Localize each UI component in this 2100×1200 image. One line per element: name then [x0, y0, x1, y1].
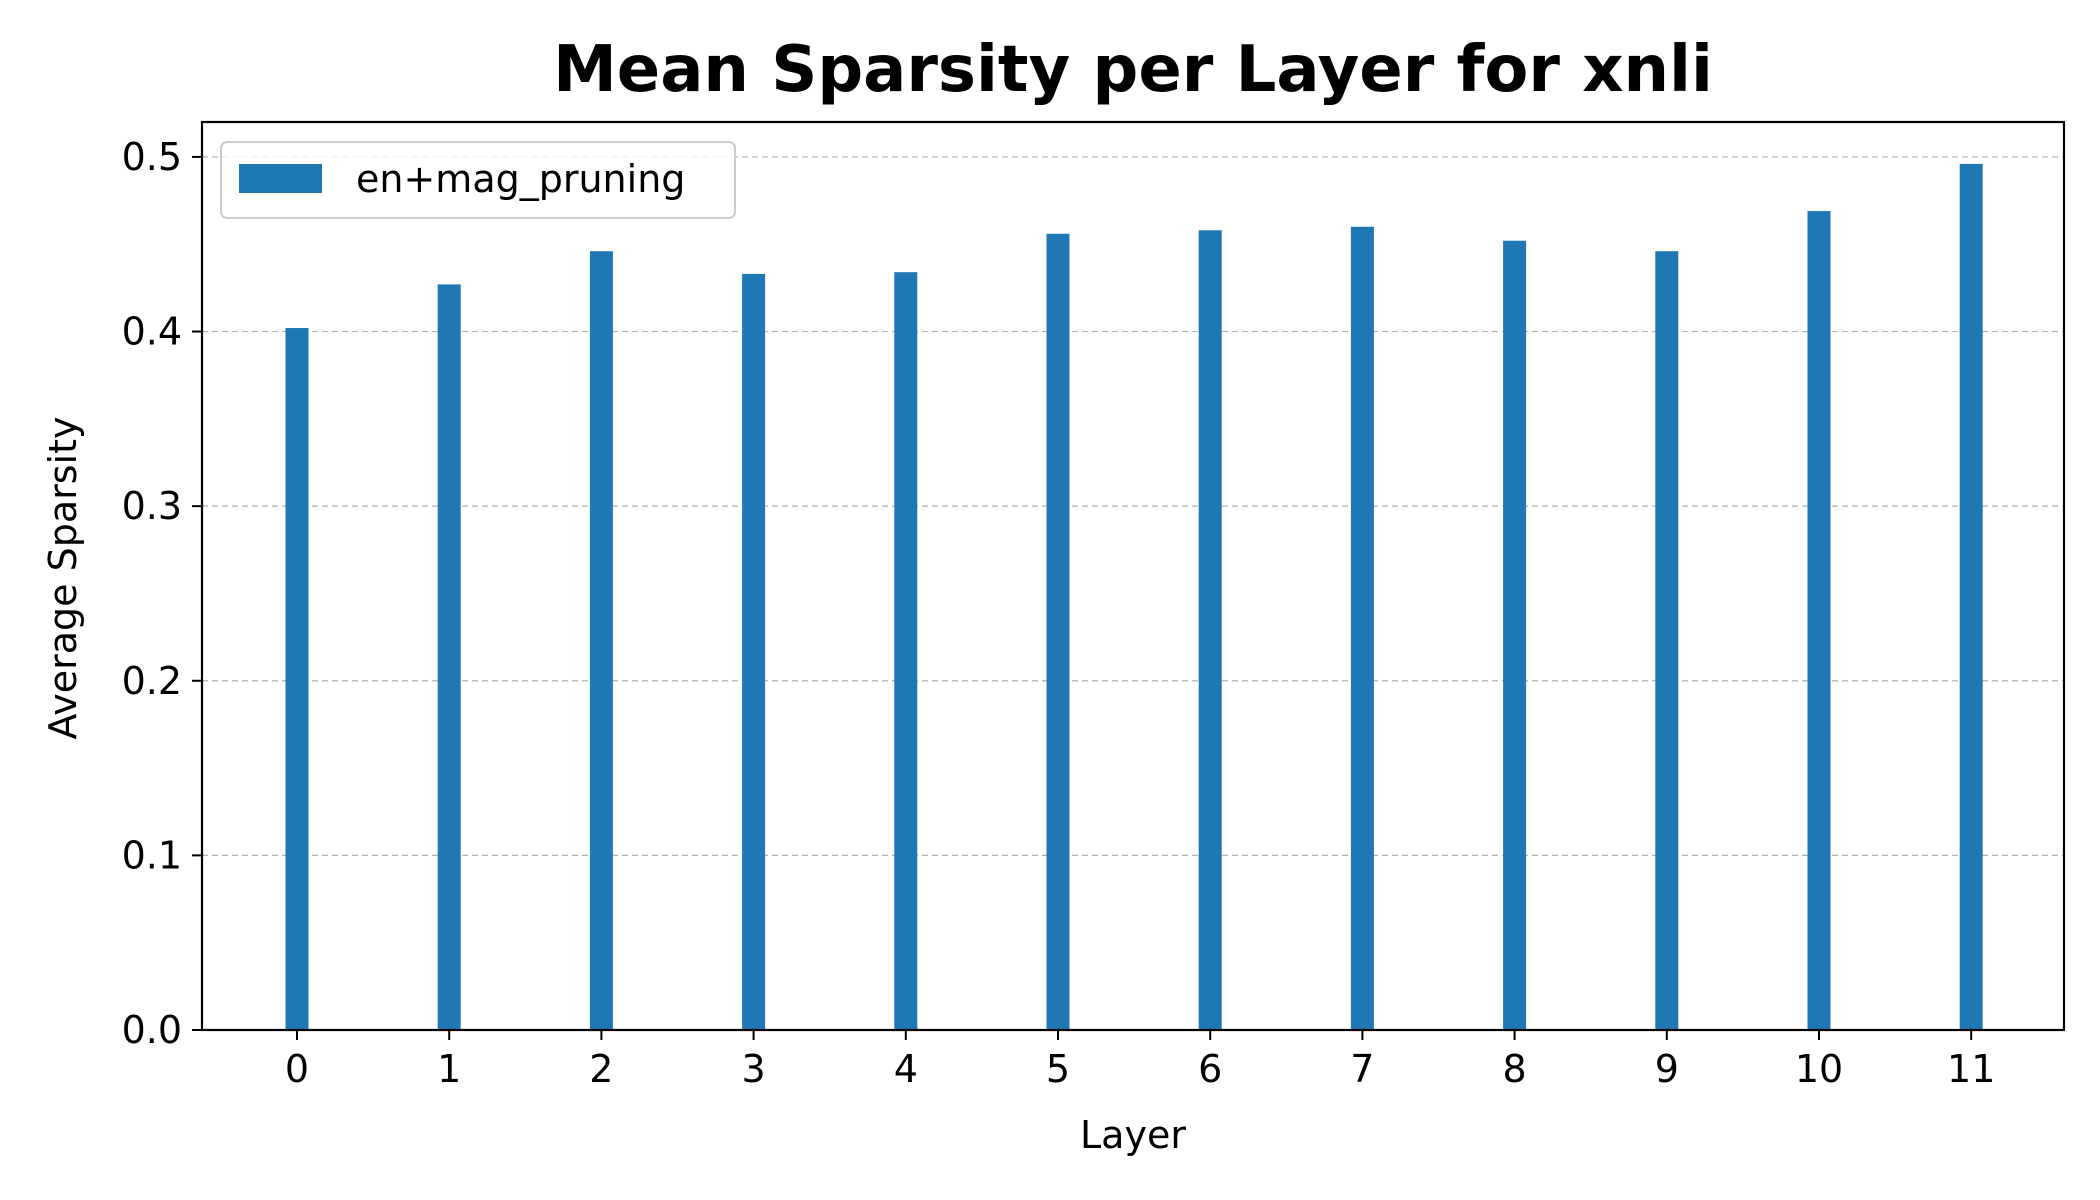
bars: [285, 163, 1983, 1031]
legend-box: [220, 141, 736, 219]
bar: [1503, 240, 1527, 1030]
bar: [1046, 233, 1070, 1030]
legend-swatch: [239, 164, 322, 193]
x-axis-label: Layer: [1080, 1113, 1186, 1157]
x-tick-label: 11: [1947, 1047, 1995, 1091]
y-axis-ticks: 0.0 0.1 0.2 0.3 0.4 0.5: [122, 135, 202, 1052]
x-tick-label: 2: [589, 1047, 613, 1091]
legend: en+mag_pruning: [220, 141, 736, 219]
y-tick-label: 0.2: [122, 659, 182, 703]
y-tick-label: 0.3: [122, 484, 182, 528]
y-tick-label: 0.4: [122, 310, 182, 354]
x-axis-ticks: 0 1 2 3 4 5 6 7 8 9 10 11: [285, 1030, 1995, 1091]
bar: [1807, 211, 1831, 1031]
grid-lines: [202, 156, 2064, 856]
y-tick-label: 0.0: [122, 1008, 182, 1052]
chart-title: Mean Sparsity per Layer for xnli: [553, 33, 1713, 107]
x-tick-label: 7: [1350, 1047, 1374, 1091]
y-tick-label: 0.5: [122, 135, 182, 179]
bar: [1350, 226, 1374, 1030]
legend-label: en+mag_pruning: [356, 157, 685, 201]
bar: [437, 284, 461, 1030]
bar: [1655, 251, 1679, 1030]
x-tick-label: 3: [742, 1047, 766, 1091]
bar: [742, 273, 766, 1030]
bar: [1959, 163, 1983, 1030]
plot-frame: [200, 120, 2066, 1032]
x-tick-label: 0: [285, 1047, 309, 1091]
x-tick-label: 1: [437, 1047, 461, 1091]
bar: [589, 251, 613, 1030]
x-tick-label: 5: [1046, 1047, 1070, 1091]
x-tick-label: 8: [1503, 1047, 1527, 1091]
x-tick-label: 9: [1655, 1047, 1679, 1091]
bar: [1198, 230, 1222, 1030]
y-tick-label: 0.1: [122, 833, 182, 877]
bar: [285, 328, 309, 1030]
bar: [894, 272, 918, 1031]
x-tick-label: 4: [894, 1047, 918, 1091]
x-tick-label: 6: [1198, 1047, 1222, 1091]
x-tick-label: 10: [1795, 1047, 1843, 1091]
y-axis-label: Average Sparsity: [41, 416, 85, 739]
